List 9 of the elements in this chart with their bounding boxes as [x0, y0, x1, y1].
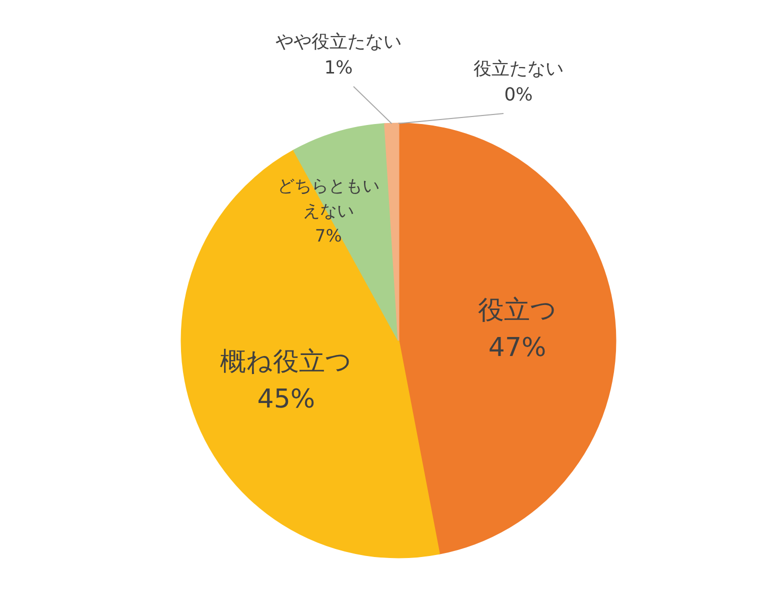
data-label: 45%	[257, 384, 316, 415]
slice-label: 概ね役立つ	[220, 347, 352, 378]
data-label: 47%	[488, 333, 546, 364]
slice-label: やや役立たない	[276, 31, 402, 52]
data-label: 1%	[324, 58, 353, 78]
data-label: 7%	[314, 226, 342, 246]
text: 0%	[504, 84, 533, 106]
slice-label: 役立つ	[478, 296, 557, 326]
category-label: 役立たない	[474, 58, 564, 80]
